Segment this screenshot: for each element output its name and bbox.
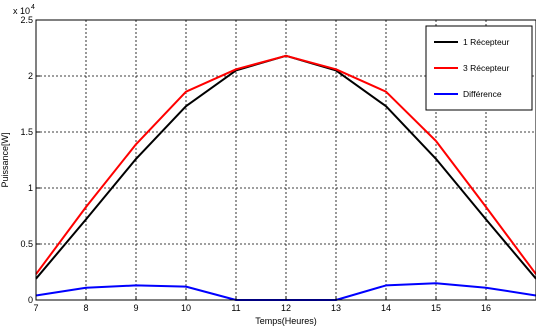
legend-label: 3 Récepteur [463, 63, 509, 73]
y-axis-label: Puissance[W] [0, 132, 10, 187]
x-tick-label: 14 [381, 303, 391, 313]
y-tick-label: 1 [28, 183, 33, 193]
x-tick-label: 12 [281, 303, 291, 313]
x-tick-label: 16 [481, 303, 491, 313]
x-tick-label: 15 [431, 303, 441, 313]
x-tick-label: 13 [331, 303, 341, 313]
x-tick-label: 8 [83, 303, 88, 313]
x-tick-label: 11 [231, 303, 240, 313]
y-tick-label: 1.5 [20, 127, 33, 137]
y-tick-label: 2.5 [20, 15, 33, 25]
series-line-2 [35, 54, 536, 275]
x-tick-label: 10 [181, 303, 191, 313]
y-axis-exponent-power: 4 [31, 4, 35, 11]
x-tick-label: 9 [133, 303, 138, 313]
x-axis-label: Temps(Heures) [255, 316, 317, 326]
y-axis-exponent-base: x 10 [13, 6, 30, 16]
legend: 1 Récepteur 3 Récepteur Différence [425, 25, 533, 111]
y-tick-label: 0.5 [20, 239, 33, 249]
legend-label: Différence [463, 89, 502, 99]
axis-ticks: 7 8 9 10 11 12 13 14 15 16 0 0.5 1 1.5 2 2.5 [20, 15, 491, 313]
grid-lines [36, 20, 536, 300]
y-tick-label: 0 [28, 295, 33, 305]
x-tick-label: 7 [33, 303, 38, 313]
legend-label: 1 Récepteur [463, 37, 509, 47]
y-tick-label: 2 [28, 71, 33, 81]
